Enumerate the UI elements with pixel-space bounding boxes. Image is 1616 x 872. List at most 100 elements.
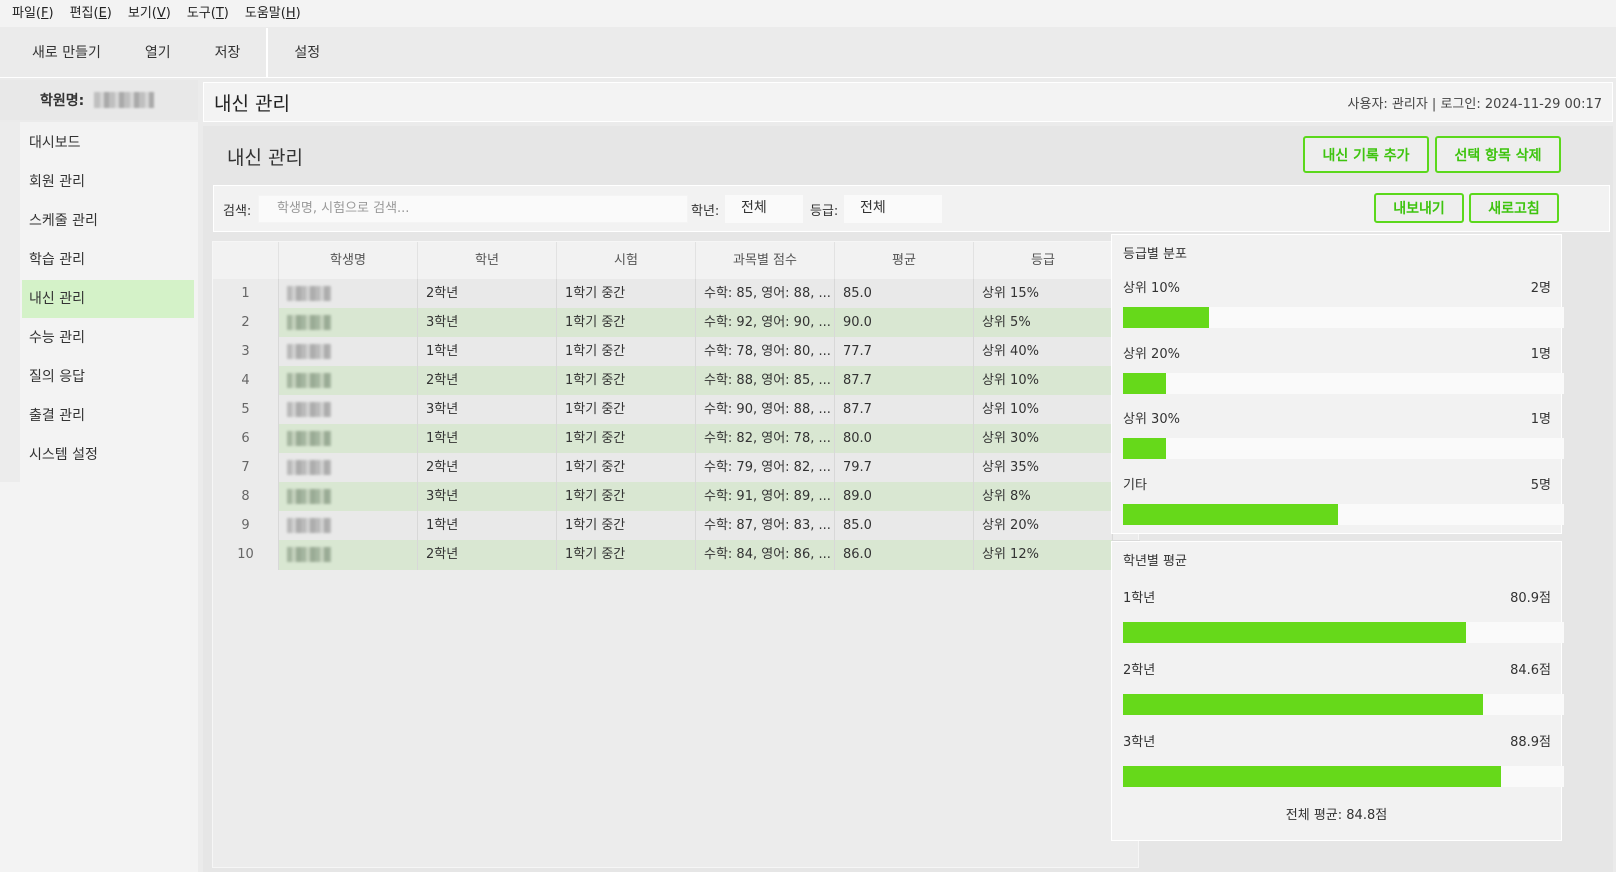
page-title: 내신 관리 [227, 147, 303, 169]
table-row[interactable]: 1 2학년 1학기 중간 수학: 85, 영어: 88, ... 85.0 상위 15% [213, 279, 1140, 309]
scores-cell: 수학: 87, 영어: 83, ... [696, 511, 835, 541]
sidebar: 대시보드 회원 관리 스케줄 관리 학습 관리 내신 관리 수능 관리 질의 응… [0, 122, 198, 872]
table-row[interactable]: 4 2학년 1학기 중간 수학: 88, 영어: 85, ... 87.7 상위 10% [213, 366, 1140, 396]
search-input[interactable]: 학생명, 시험으로 검색... [258, 195, 688, 223]
export-button[interactable]: 내보내기 [1374, 193, 1464, 223]
table-row[interactable]: 8 3학년 1학기 중간 수학: 91, 영어: 89, ... 89.0 상위 8% [213, 482, 1140, 512]
exam-cell: 1학기 중간 [557, 395, 696, 425]
year-average-panel: 학년별 평균 1학년 80.9점 2학년 84.6점 3학년 88.9점 전체 평균: 8… [1111, 541, 1564, 841]
menu-view[interactable]: 보기(V) [127, 6, 171, 21]
average-cell: 90.0 [835, 308, 974, 338]
rank-filter-select[interactable]: 전체 [844, 195, 942, 223]
bar-label: 3학년 [1123, 735, 1156, 750]
header-title: 내신 관리 [214, 92, 290, 115]
save-button[interactable]: 저장 [214, 44, 241, 61]
row-index-cell: 4 [213, 366, 279, 396]
sidebar-item-schedule[interactable]: 스케줄 관리 [29, 213, 98, 229]
exam-cell: 1학기 중간 [557, 337, 696, 367]
academy-name-redacted [94, 92, 155, 108]
exam-cell: 1학기 중간 [557, 366, 696, 396]
grade-cell: 2학년 [418, 453, 557, 483]
column-header-rank[interactable]: 등급 [974, 242, 1113, 279]
table-row[interactable]: 3 1학년 1학기 중간 수학: 78, 영어: 80, ... 77.7 상위 40% [213, 337, 1140, 367]
rank-cell: 상위 8% [974, 482, 1113, 512]
row-index-cell: 8 [213, 482, 279, 512]
grade-distribution-title: 등급별 분포 [1123, 247, 1187, 262]
student-name-cell [279, 395, 418, 425]
average-cell: 85.0 [835, 279, 974, 309]
menu-help[interactable]: 도움말(H) [244, 6, 301, 21]
sidebar-item-school-grades[interactable]: 내신 관리 [22, 280, 194, 318]
grade-cell: 1학년 [418, 511, 557, 541]
overall-average: 전체 평균: 84.8점 [1285, 808, 1388, 823]
rank-cell: 상위 5% [974, 308, 1113, 338]
grade-cell: 3학년 [418, 482, 557, 512]
bar-track [1123, 438, 1564, 459]
rank-cell: 상위 35% [974, 453, 1113, 483]
scores-cell: 수학: 91, 영어: 89, ... [696, 482, 835, 512]
rank-filter-label: 등급: [810, 204, 839, 219]
exam-cell: 1학기 중간 [557, 308, 696, 338]
rank-cell: 상위 10% [974, 395, 1113, 425]
bar-track [1123, 694, 1564, 715]
column-header-grade[interactable]: 학년 [418, 242, 557, 279]
bar-label: 기타 [1123, 477, 1147, 493]
table-row[interactable]: 9 1학년 1학기 중간 수학: 87, 영어: 83, ... 85.0 상위 20% [213, 511, 1140, 541]
open-button[interactable]: 열기 [144, 44, 171, 61]
grade-cell: 1학년 [418, 424, 557, 454]
grade-filter-label: 학년: [691, 204, 720, 219]
academy-label: 학원명: [40, 93, 85, 109]
bar-label: 1학년 [1123, 591, 1156, 606]
average-cell: 77.7 [835, 337, 974, 367]
bar-fill [1123, 307, 1209, 328]
menu-file[interactable]: 파일(F) [12, 6, 54, 21]
exam-cell: 1학기 중간 [557, 540, 696, 570]
average-cell: 87.7 [835, 395, 974, 425]
sidebar-item-members[interactable]: 회원 관리 [29, 174, 85, 190]
rank-cell: 상위 15% [974, 279, 1113, 309]
table-row[interactable]: 7 2학년 1학기 중간 수학: 79, 영어: 82, ... 79.7 상위 35% [213, 453, 1140, 483]
delete-selected-button[interactable]: 선택 항목 삭제 [1435, 136, 1561, 173]
bar-track [1123, 372, 1564, 394]
column-header-scores[interactable]: 과목별 점수 [696, 242, 835, 279]
sidebar-item-dashboard[interactable]: 대시보드 [29, 135, 81, 151]
bar-value: 5명 [1530, 477, 1551, 493]
column-header-average[interactable]: 평균 [835, 242, 974, 279]
sidebar-item-qna[interactable]: 질의 응답 [29, 369, 85, 385]
sidebar-item-attendance[interactable]: 출결 관리 [29, 408, 85, 424]
sidebar-item-learning[interactable]: 학습 관리 [29, 252, 85, 268]
add-grade-record-button[interactable]: 내신 기록 추가 [1303, 136, 1429, 173]
menu-edit[interactable]: 편집(E) [69, 6, 112, 21]
grade-distribution-panel: 등급별 분포 상위 10% 2명 상위 20% 1명 상위 30% 1명 기타 5명 [1111, 234, 1564, 534]
grade-cell: 1학년 [418, 337, 557, 367]
new-button[interactable]: 새로 만들기 [32, 44, 101, 61]
grade-cell: 3학년 [418, 395, 557, 425]
refresh-button[interactable]: 새로고침 [1469, 193, 1559, 223]
table-row[interactable]: 10 2학년 1학기 중간 수학: 84, 영어: 86, ... 86.0 상위 12% [213, 540, 1140, 570]
bar-label: 상위 20% [1123, 346, 1180, 362]
column-header-student[interactable]: 학생명 [279, 242, 418, 279]
row-index-cell: 2 [213, 308, 279, 338]
student-name-cell [279, 453, 418, 483]
student-name-redacted [287, 315, 331, 330]
grades-table: 학생명 학년 시험 과목별 점수 평균 등급 1 2학년 1학기 중간 수학: 85,… [212, 241, 1140, 868]
sidebar-item-csat[interactable]: 수능 관리 [29, 330, 85, 346]
rank-cell: 상위 40% [974, 337, 1113, 367]
bar-fill [1123, 503, 1338, 525]
row-index-cell: 1 [213, 279, 279, 309]
student-name-redacted [287, 373, 331, 388]
row-index-cell: 7 [213, 453, 279, 483]
average-cell: 86.0 [835, 540, 974, 570]
menu-tools[interactable]: 도구(T) [186, 6, 229, 21]
bar-label: 2학년 [1123, 663, 1156, 678]
table-row[interactable]: 6 1학년 1학기 중간 수학: 82, 영어: 78, ... 80.0 상위 30% [213, 424, 1140, 454]
settings-button[interactable]: 설정 [294, 44, 321, 61]
student-name-cell [279, 511, 418, 541]
grade-filter-select[interactable]: 전체 [725, 195, 803, 223]
scores-cell: 수학: 84, 영어: 86, ... [696, 540, 835, 570]
scores-cell: 수학: 85, 영어: 88, ... [696, 279, 835, 309]
table-row[interactable]: 5 3학년 1학기 중간 수학: 90, 영어: 88, ... 87.7 상위 10% [213, 395, 1140, 425]
sidebar-item-system-settings[interactable]: 시스템 설정 [29, 447, 98, 463]
table-row[interactable]: 2 3학년 1학기 중간 수학: 92, 영어: 90, ... 90.0 상위 5% [213, 308, 1140, 338]
column-header-exam[interactable]: 시험 [557, 242, 696, 279]
